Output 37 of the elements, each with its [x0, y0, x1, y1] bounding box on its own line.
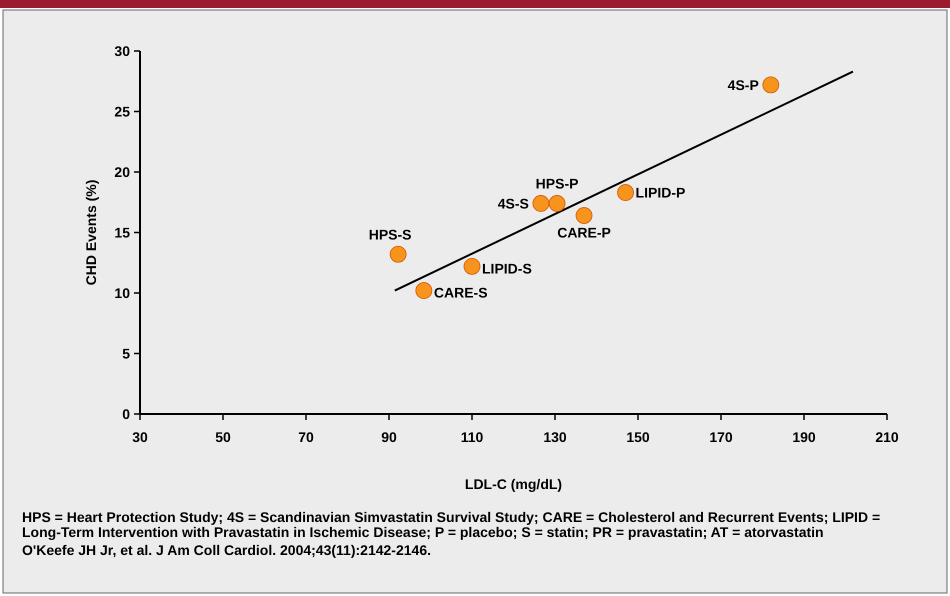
- point: [617, 184, 634, 201]
- annotation: CARE-P: [557, 224, 611, 241]
- x-tick-label: 190: [792, 429, 816, 445]
- x-tick-label: 50: [215, 429, 231, 445]
- x-tick-label: 170: [709, 429, 733, 445]
- text: O'Keefe JH Jr, et al. J Am Coll Cardiol. 2004;43(11):2142-2146.: [22, 542, 432, 558]
- x-tick-label: 90: [381, 429, 397, 445]
- annotation: HPS-P: [536, 175, 578, 192]
- annotation: HPS-S: [368, 226, 412, 242]
- point: [548, 195, 566, 212]
- x-tick-label: 110: [460, 429, 484, 445]
- x-tick-label: 210: [875, 429, 899, 445]
- y-tick-label: 15: [114, 224, 130, 240]
- y-tick-label: 5: [122, 346, 130, 362]
- x-tick-label: 150: [626, 429, 650, 445]
- point: [576, 207, 592, 224]
- annotation: 4S-P: [728, 76, 759, 93]
- y-tick-label: 25: [114, 104, 130, 120]
- y-tick-label: 30: [114, 43, 130, 59]
- annotation: CARE-S: [434, 284, 488, 301]
- y-axis-title: CHD Events (%): [83, 180, 99, 286]
- x-axis-title: LDL-C (mg/dL): [464, 476, 562, 492]
- annotation: LIPID-P: [636, 184, 686, 201]
- y-tick-label: 0: [122, 406, 130, 422]
- point: [390, 246, 407, 263]
- point: [415, 282, 432, 299]
- x-tick-label: 30: [132, 429, 148, 445]
- point: [532, 195, 550, 212]
- y-tick-label: 20: [114, 164, 130, 180]
- annotation: 4S-S: [498, 195, 529, 212]
- x-tick-label: 70: [298, 429, 314, 445]
- x-tick-label: 130: [543, 429, 567, 445]
- text: HPS = Heart Protection Study; 4S = Scandinavian Simvastatin Survival Study; CARE = Cholesterol and Recurrent Events; LIPID = Long-Term Intervention with Pravastatin in Ischemic Disease; P = placebo; S = statin; PR = pravastatin; AT = atorvastatin: [22, 509, 880, 540]
- annotation: LIPID-S: [482, 260, 532, 276]
- point: [464, 258, 480, 275]
- point: [762, 76, 780, 94]
- y-tick-label: 10: [114, 285, 130, 301]
